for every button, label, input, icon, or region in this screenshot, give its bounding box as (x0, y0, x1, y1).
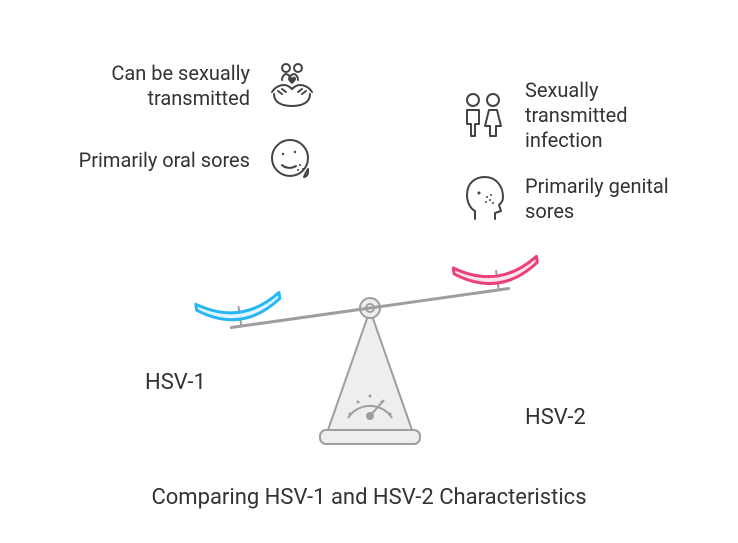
couple-icon (455, 88, 511, 144)
left-item-2: Primarily oral sores (60, 132, 320, 188)
right-column: Sexually transmitted infection Primarily… (455, 78, 685, 245)
left-item-2-text: Primarily oral sores (60, 148, 264, 173)
right-item-2: Primarily genital sores (455, 171, 685, 227)
left-item-1: Can be sexually transmitted (60, 58, 320, 114)
right-item-1: Sexually transmitted infection (455, 78, 685, 153)
left-column: Can be sexually transmitted Pri (60, 58, 320, 206)
head-sores-icon (455, 171, 511, 227)
caption-text: Comparing HSV-1 and HSV-2 Characteristic… (0, 485, 738, 510)
face-sores-icon (264, 132, 320, 188)
hsv2-label: HSV-2 (525, 405, 586, 430)
right-item-2-text: Primarily genital sores (511, 174, 685, 224)
left-item-1-text: Can be sexually transmitted (60, 61, 264, 111)
hsv1-label: HSV-1 (145, 370, 206, 395)
care-hands-icon (264, 58, 320, 114)
infographic-root: Can be sexually transmitted Pri (0, 0, 738, 543)
right-item-1-text: Sexually transmitted infection (511, 78, 685, 153)
balance-scale (180, 230, 560, 460)
